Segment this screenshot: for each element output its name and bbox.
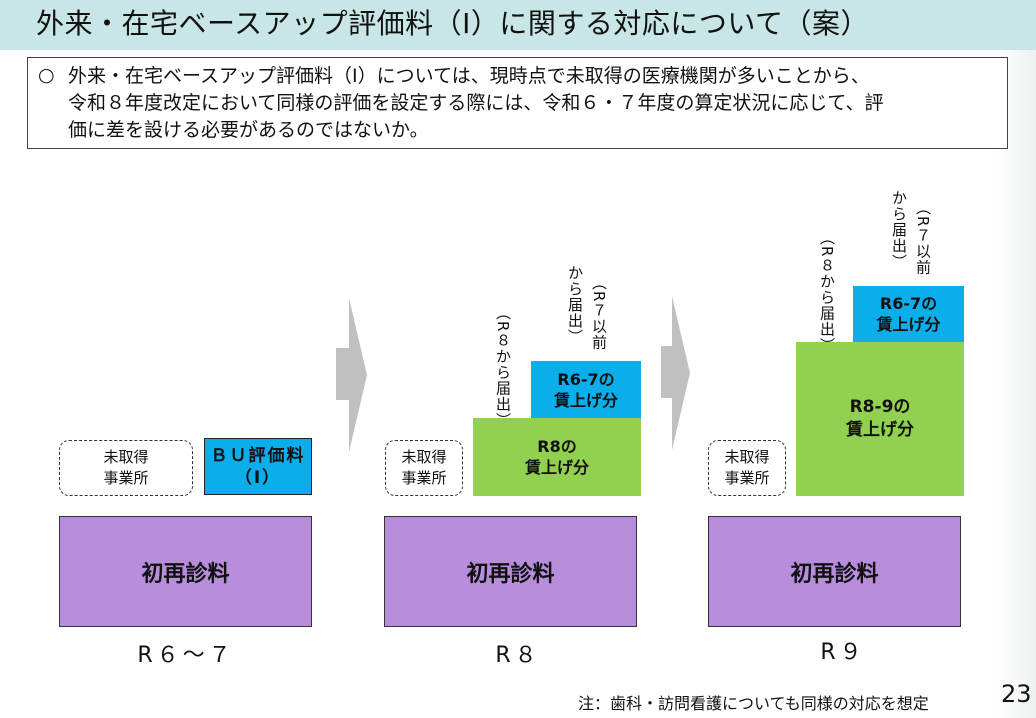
- base-fee-block: 初再診料: [384, 516, 637, 627]
- base-fee-block: 初再診料: [708, 516, 961, 627]
- r8-9-wage-block: R8-9の 賃上げ分: [796, 342, 964, 496]
- r8-filing-note: （R８から届出）: [494, 305, 512, 429]
- r8-wage-block: R8の 賃上げ分: [473, 418, 641, 496]
- r7-filing-note-2: から届出）: [890, 190, 908, 270]
- year-label: R８: [495, 643, 541, 668]
- arrow-right-icon: [661, 296, 690, 450]
- summary-box: ○ 外来・在宅ベースアップ評価料（Ⅰ）については、現時点で未取得の医療機関が多い…: [27, 57, 1008, 149]
- year-label: R９: [820, 640, 866, 665]
- year-label: R６〜７: [137, 643, 235, 668]
- r8-filing-note: （R８から届出）: [818, 230, 836, 354]
- arrow-right-icon: [336, 298, 367, 452]
- page-edge-shade: [996, 50, 1036, 718]
- base-fee-block: 初再診料: [59, 516, 312, 627]
- unacquired-office-box: 未取得 事業所: [385, 440, 463, 496]
- r6-7-wage-block: R6-7の 賃上げ分: [853, 286, 964, 342]
- r7-filing-note-2: から届出）: [566, 265, 584, 345]
- page-number: 23: [1001, 680, 1032, 708]
- summary-text: 外来・在宅ベースアップ評価料（Ⅰ）については、現時点で未取得の医療機関が多いこと…: [68, 65, 884, 141]
- r7-filing-note-1: （R７以前: [590, 275, 608, 351]
- unacquired-office-box: 未取得 事業所: [59, 440, 193, 496]
- footnote: 注：歯科・訪問看護についても同様の対応を想定: [578, 694, 929, 713]
- bu-fee-block: ＢＵ評価料 （Ⅰ）: [204, 438, 312, 495]
- unacquired-office-box: 未取得 事業所: [708, 440, 786, 496]
- bullet-circle-icon: ○: [38, 64, 55, 86]
- r6-7-wage-block: R6-7の 賃上げ分: [531, 361, 641, 418]
- page-title: 外来・在宅ベースアップ評価料（Ⅰ）に関する対応について（案）: [36, 7, 870, 40]
- title-bar: 外来・在宅ベースアップ評価料（Ⅰ）に関する対応について（案）: [0, 0, 1036, 50]
- r7-filing-note-1: （R７以前: [914, 200, 932, 276]
